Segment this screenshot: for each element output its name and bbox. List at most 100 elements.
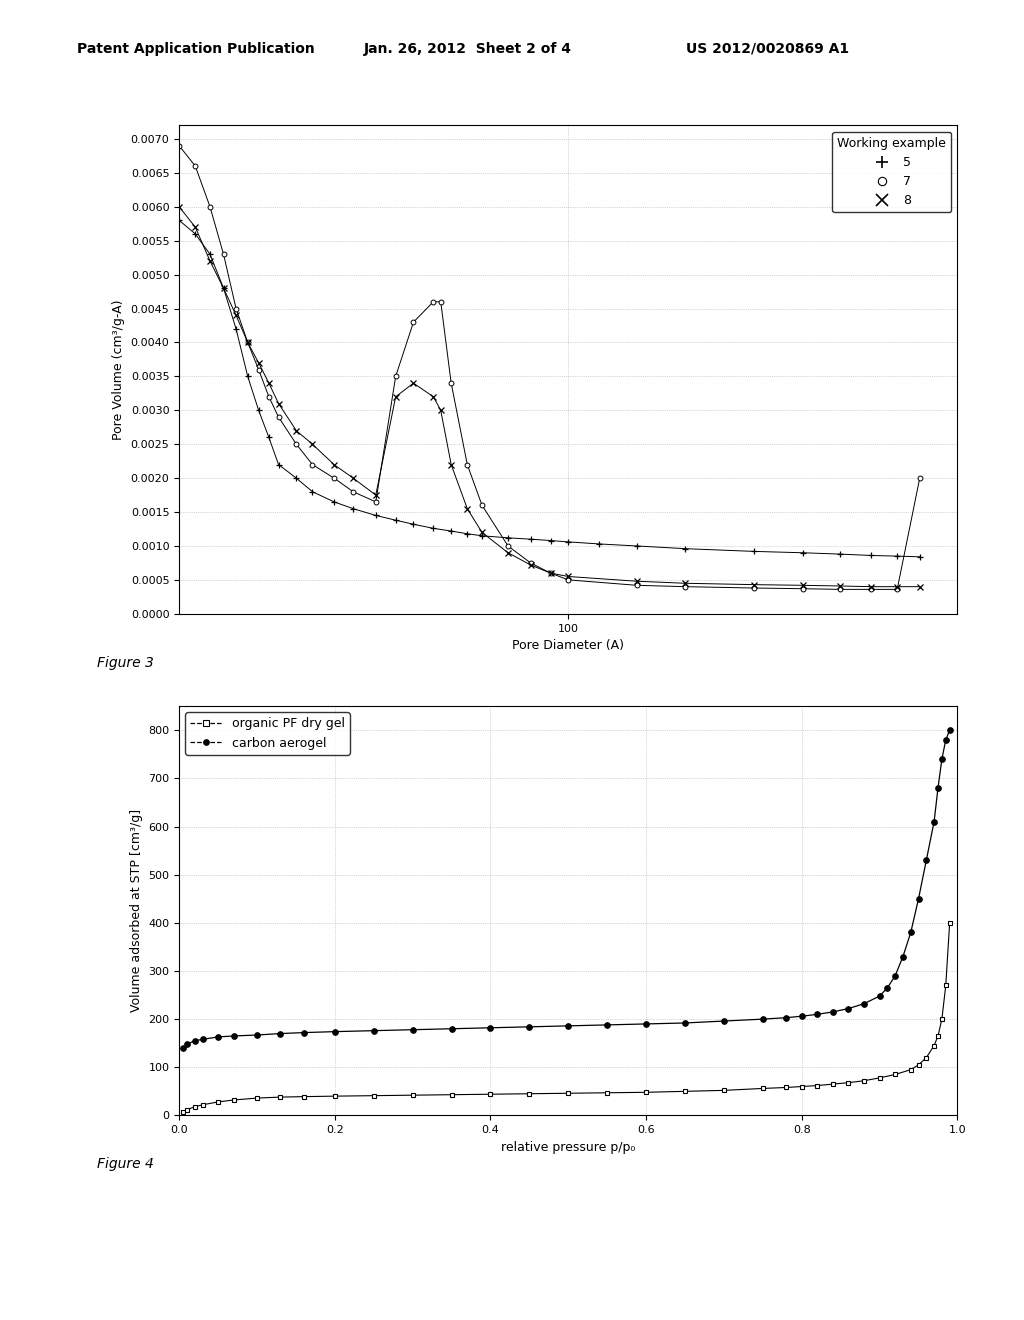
carbon aerogel	[940, 733, 952, 748]
8	[204, 253, 216, 269]
carbon aerogel	[882, 979, 894, 995]
organic PF dry gel	[889, 1067, 901, 1082]
5	[631, 539, 643, 554]
8	[290, 422, 302, 438]
8	[189, 219, 202, 235]
7	[545, 565, 557, 581]
organic PF dry gel	[523, 1086, 536, 1102]
organic PF dry gel	[298, 1089, 310, 1105]
carbon aerogel	[912, 891, 925, 907]
8	[502, 545, 514, 561]
carbon aerogel	[757, 1011, 769, 1027]
7	[865, 581, 878, 597]
carbon aerogel	[601, 1016, 613, 1032]
organic PF dry gel	[562, 1085, 574, 1101]
organic PF dry gel	[904, 1061, 916, 1077]
carbon aerogel	[640, 1016, 652, 1032]
Y-axis label: Pore Volume (cm³/g-A): Pore Volume (cm³/g-A)	[113, 300, 125, 440]
5	[328, 494, 340, 510]
7	[290, 437, 302, 453]
8	[865, 578, 878, 594]
carbon aerogel	[928, 814, 940, 830]
Line: 8: 8	[176, 205, 923, 590]
organic PF dry gel	[197, 1097, 209, 1113]
organic PF dry gel	[188, 1098, 201, 1114]
7	[679, 578, 691, 594]
carbon aerogel	[780, 1010, 793, 1026]
7	[476, 498, 488, 513]
5	[562, 535, 574, 550]
organic PF dry gel	[858, 1073, 870, 1089]
organic PF dry gel	[329, 1088, 341, 1104]
7	[631, 577, 643, 593]
organic PF dry gel	[921, 1049, 933, 1065]
8	[476, 524, 488, 540]
carbon aerogel	[562, 1018, 574, 1034]
5	[427, 520, 439, 536]
7	[524, 554, 537, 570]
5	[476, 528, 488, 544]
carbon aerogel	[523, 1019, 536, 1035]
carbon aerogel	[858, 995, 870, 1011]
X-axis label: relative pressure p/p₀: relative pressure p/p₀	[501, 1140, 636, 1154]
7	[306, 457, 318, 473]
carbon aerogel	[796, 1008, 808, 1024]
Legend: organic PF dry gel, carbon aerogel: organic PF dry gel, carbon aerogel	[185, 713, 350, 755]
organic PF dry gel	[445, 1086, 458, 1102]
5	[461, 525, 473, 541]
5	[290, 470, 302, 486]
7	[389, 368, 401, 384]
organic PF dry gel	[757, 1081, 769, 1097]
7	[263, 389, 275, 405]
organic PF dry gel	[943, 915, 955, 931]
5	[524, 531, 537, 546]
5	[242, 368, 254, 384]
organic PF dry gel	[932, 1028, 944, 1044]
8	[461, 500, 473, 516]
carbon aerogel	[197, 1031, 209, 1047]
8	[272, 396, 285, 412]
5	[835, 546, 847, 562]
Line: organic PF dry gel: organic PF dry gel	[180, 920, 952, 1114]
8	[434, 403, 446, 418]
organic PF dry gel	[780, 1080, 793, 1096]
8	[389, 389, 401, 405]
carbon aerogel	[943, 722, 955, 738]
8	[173, 199, 185, 215]
7	[272, 409, 285, 425]
5	[389, 512, 401, 528]
carbon aerogel	[177, 1040, 189, 1056]
7	[408, 314, 420, 330]
Text: Patent Application Publication: Patent Application Publication	[77, 42, 314, 55]
7	[461, 457, 473, 473]
5	[408, 516, 420, 532]
carbon aerogel	[843, 1001, 855, 1016]
8	[891, 578, 903, 594]
organic PF dry gel	[407, 1088, 419, 1104]
8	[230, 308, 243, 323]
Line: 7: 7	[177, 144, 923, 591]
carbon aerogel	[679, 1015, 691, 1031]
organic PF dry gel	[912, 1057, 925, 1073]
carbon aerogel	[921, 853, 933, 869]
organic PF dry gel	[718, 1082, 730, 1098]
8	[263, 375, 275, 391]
organic PF dry gel	[601, 1085, 613, 1101]
8	[242, 334, 254, 350]
carbon aerogel	[904, 924, 916, 940]
organic PF dry gel	[177, 1104, 189, 1119]
8	[913, 578, 926, 594]
7	[797, 581, 809, 597]
X-axis label: Pore Diameter (A): Pore Diameter (A)	[512, 639, 625, 652]
7	[347, 483, 359, 499]
organic PF dry gel	[940, 978, 952, 994]
8	[408, 375, 420, 391]
organic PF dry gel	[227, 1092, 240, 1107]
8	[797, 577, 809, 593]
organic PF dry gel	[212, 1094, 224, 1110]
organic PF dry gel	[640, 1084, 652, 1100]
organic PF dry gel	[873, 1071, 886, 1086]
8	[545, 565, 557, 581]
7	[328, 470, 340, 486]
8	[253, 355, 265, 371]
